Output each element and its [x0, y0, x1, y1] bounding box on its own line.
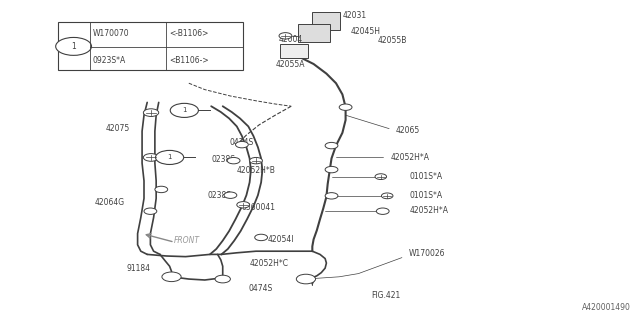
Text: 0474S: 0474S — [248, 284, 273, 293]
Circle shape — [56, 37, 92, 55]
Circle shape — [144, 208, 157, 214]
Circle shape — [325, 166, 338, 173]
Text: 0101S*A: 0101S*A — [410, 172, 443, 181]
Text: 0101S*A: 0101S*A — [410, 191, 443, 200]
FancyBboxPatch shape — [280, 44, 308, 58]
Text: 0560041: 0560041 — [242, 203, 276, 212]
Text: 42055A: 42055A — [275, 60, 305, 69]
Circle shape — [255, 234, 268, 241]
Circle shape — [170, 103, 198, 117]
Text: 42052H*A: 42052H*A — [390, 153, 429, 162]
Text: 1: 1 — [182, 108, 187, 113]
Circle shape — [381, 193, 393, 199]
Circle shape — [296, 274, 316, 284]
Bar — [58, 22, 243, 70]
Text: 42031: 42031 — [342, 11, 367, 20]
Text: FRONT: FRONT — [174, 236, 200, 245]
Circle shape — [325, 193, 338, 199]
Circle shape — [279, 33, 292, 39]
Text: 42052H*A: 42052H*A — [410, 206, 449, 215]
Text: A420001490: A420001490 — [582, 303, 630, 312]
Circle shape — [143, 154, 159, 161]
Text: 0474S: 0474S — [229, 138, 253, 147]
Circle shape — [143, 109, 159, 116]
Text: FIG.421: FIG.421 — [371, 292, 401, 300]
Circle shape — [156, 150, 184, 164]
Text: 42045H: 42045H — [351, 27, 381, 36]
Circle shape — [325, 142, 338, 149]
Circle shape — [376, 208, 389, 214]
Text: <-B1106>: <-B1106> — [170, 29, 209, 38]
Text: 1: 1 — [167, 155, 172, 160]
Text: 91184: 91184 — [127, 264, 151, 273]
FancyBboxPatch shape — [298, 24, 330, 42]
Circle shape — [339, 104, 352, 110]
Text: W170026: W170026 — [408, 249, 445, 258]
Text: 42052H*B: 42052H*B — [237, 166, 276, 175]
Circle shape — [224, 192, 237, 198]
Text: 42064G: 42064G — [95, 198, 125, 207]
Circle shape — [215, 275, 230, 283]
Circle shape — [375, 174, 387, 180]
Text: 42004: 42004 — [278, 35, 303, 44]
Text: 1: 1 — [71, 42, 76, 51]
Text: 0238S: 0238S — [211, 155, 236, 164]
FancyBboxPatch shape — [312, 12, 340, 30]
Text: W170070: W170070 — [93, 29, 129, 38]
Text: 42075: 42075 — [106, 124, 130, 133]
Circle shape — [237, 202, 250, 208]
Circle shape — [250, 157, 262, 164]
Circle shape — [162, 272, 181, 282]
Text: 42065: 42065 — [396, 126, 420, 135]
Text: <B1106->: <B1106-> — [170, 56, 209, 65]
Text: 0923S*A: 0923S*A — [93, 56, 126, 65]
Text: 42054I: 42054I — [268, 235, 294, 244]
Text: 42052H*C: 42052H*C — [250, 259, 289, 268]
Circle shape — [236, 141, 248, 148]
Circle shape — [227, 157, 240, 164]
Text: 42055B: 42055B — [378, 36, 407, 45]
Text: 0238S: 0238S — [208, 191, 232, 200]
Circle shape — [155, 186, 168, 193]
